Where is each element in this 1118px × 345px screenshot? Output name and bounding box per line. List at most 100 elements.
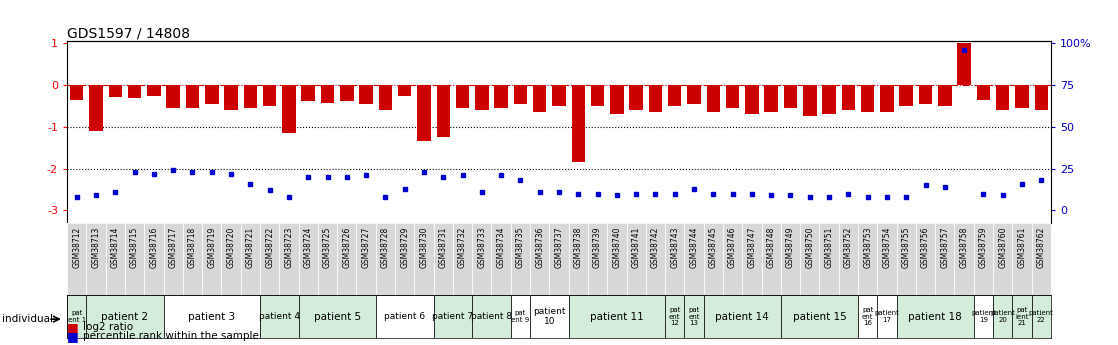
Bar	[957, 43, 970, 85]
Text: GSM38716: GSM38716	[150, 226, 159, 268]
Bar	[974, 295, 993, 338]
Bar	[626, 223, 646, 295]
Text: GSM38751: GSM38751	[825, 226, 834, 268]
Bar	[260, 295, 299, 338]
Bar	[144, 223, 163, 295]
Bar	[842, 85, 855, 110]
Bar	[225, 85, 238, 110]
Bar	[240, 223, 260, 295]
Bar	[299, 223, 318, 295]
Bar	[108, 85, 122, 97]
Text: GSM38731: GSM38731	[438, 226, 447, 268]
Text: log2 ratio: log2 ratio	[83, 322, 133, 332]
Bar	[803, 85, 816, 116]
Bar	[707, 85, 720, 112]
Bar	[1012, 223, 1032, 295]
Bar	[900, 85, 913, 106]
Bar	[569, 223, 588, 295]
Bar	[86, 223, 106, 295]
Bar	[205, 85, 218, 104]
Bar	[571, 85, 585, 162]
Text: GSM38734: GSM38734	[496, 226, 505, 268]
Text: GSM38732: GSM38732	[458, 226, 467, 268]
Text: GSM38737: GSM38737	[555, 226, 563, 268]
Text: GSM38760: GSM38760	[998, 226, 1007, 268]
Text: GSM38756: GSM38756	[921, 226, 930, 268]
Text: GSM38761: GSM38761	[1017, 226, 1026, 268]
Bar	[569, 295, 665, 338]
Bar	[996, 85, 1010, 110]
Bar	[800, 223, 819, 295]
Bar	[434, 223, 453, 295]
Text: GSM38752: GSM38752	[844, 226, 853, 268]
Bar	[765, 85, 778, 112]
Text: GDS1597 / 14808: GDS1597 / 14808	[67, 26, 190, 40]
Text: patient
19: patient 19	[970, 310, 996, 323]
Text: patient 2: patient 2	[102, 312, 149, 322]
Bar	[472, 223, 492, 295]
Text: patient 5: patient 5	[313, 312, 361, 322]
Text: GSM38741: GSM38741	[632, 226, 641, 268]
Text: patient 7: patient 7	[433, 312, 473, 321]
Bar	[183, 223, 202, 295]
Text: GSM38715: GSM38715	[130, 226, 139, 268]
Text: GSM38748: GSM38748	[767, 226, 776, 268]
Text: patient
17: patient 17	[874, 310, 899, 323]
Bar	[878, 223, 897, 295]
Bar	[186, 85, 199, 108]
Text: GSM38747: GSM38747	[748, 226, 757, 268]
Bar	[163, 223, 183, 295]
Bar	[89, 85, 103, 131]
Bar	[299, 295, 376, 338]
Bar	[880, 85, 893, 112]
Text: GSM38735: GSM38735	[515, 226, 525, 268]
Bar	[127, 85, 141, 98]
Bar	[916, 223, 935, 295]
Bar	[897, 295, 974, 338]
Bar	[1015, 85, 1029, 108]
Bar	[163, 295, 260, 338]
Bar	[858, 295, 878, 338]
Bar	[125, 223, 144, 295]
Bar	[878, 295, 897, 338]
Bar	[784, 85, 797, 108]
Bar	[376, 295, 434, 338]
Bar	[761, 223, 780, 295]
Text: GSM38733: GSM38733	[477, 226, 486, 268]
Bar	[67, 295, 86, 338]
Bar	[340, 85, 353, 101]
Text: pat
ient
21: pat ient 21	[1015, 307, 1029, 326]
Text: pat
ent
16: pat ent 16	[862, 307, 873, 326]
Text: GSM38719: GSM38719	[207, 226, 216, 268]
Bar	[280, 223, 299, 295]
Bar	[376, 223, 395, 295]
Text: GSM38724: GSM38724	[304, 226, 313, 268]
Bar	[494, 85, 508, 108]
Text: percentile rank within the sample: percentile rank within the sample	[83, 332, 258, 341]
Text: GSM38757: GSM38757	[940, 226, 949, 268]
Bar	[263, 85, 276, 106]
Text: pat
ent
12: pat ent 12	[669, 307, 681, 326]
Bar	[742, 223, 761, 295]
Bar	[590, 85, 605, 106]
Text: patient 8: patient 8	[471, 312, 512, 321]
Bar	[318, 223, 338, 295]
Bar	[746, 85, 759, 114]
Bar	[549, 223, 569, 295]
Text: GSM38758: GSM38758	[959, 226, 968, 268]
Bar	[861, 85, 874, 112]
Text: GSM38742: GSM38742	[651, 226, 660, 268]
Bar	[993, 223, 1012, 295]
Bar	[338, 223, 357, 295]
Text: GSM38755: GSM38755	[902, 226, 911, 268]
Bar	[302, 85, 315, 101]
Bar	[823, 85, 836, 114]
Text: GSM38749: GSM38749	[786, 226, 795, 268]
Text: GSM38713: GSM38713	[92, 226, 101, 268]
Text: patient 14: patient 14	[716, 312, 769, 322]
Text: patient
20: patient 20	[991, 310, 1015, 323]
Text: GSM38718: GSM38718	[188, 226, 197, 268]
Bar	[106, 223, 125, 295]
Bar	[703, 295, 780, 338]
Bar	[780, 223, 800, 295]
